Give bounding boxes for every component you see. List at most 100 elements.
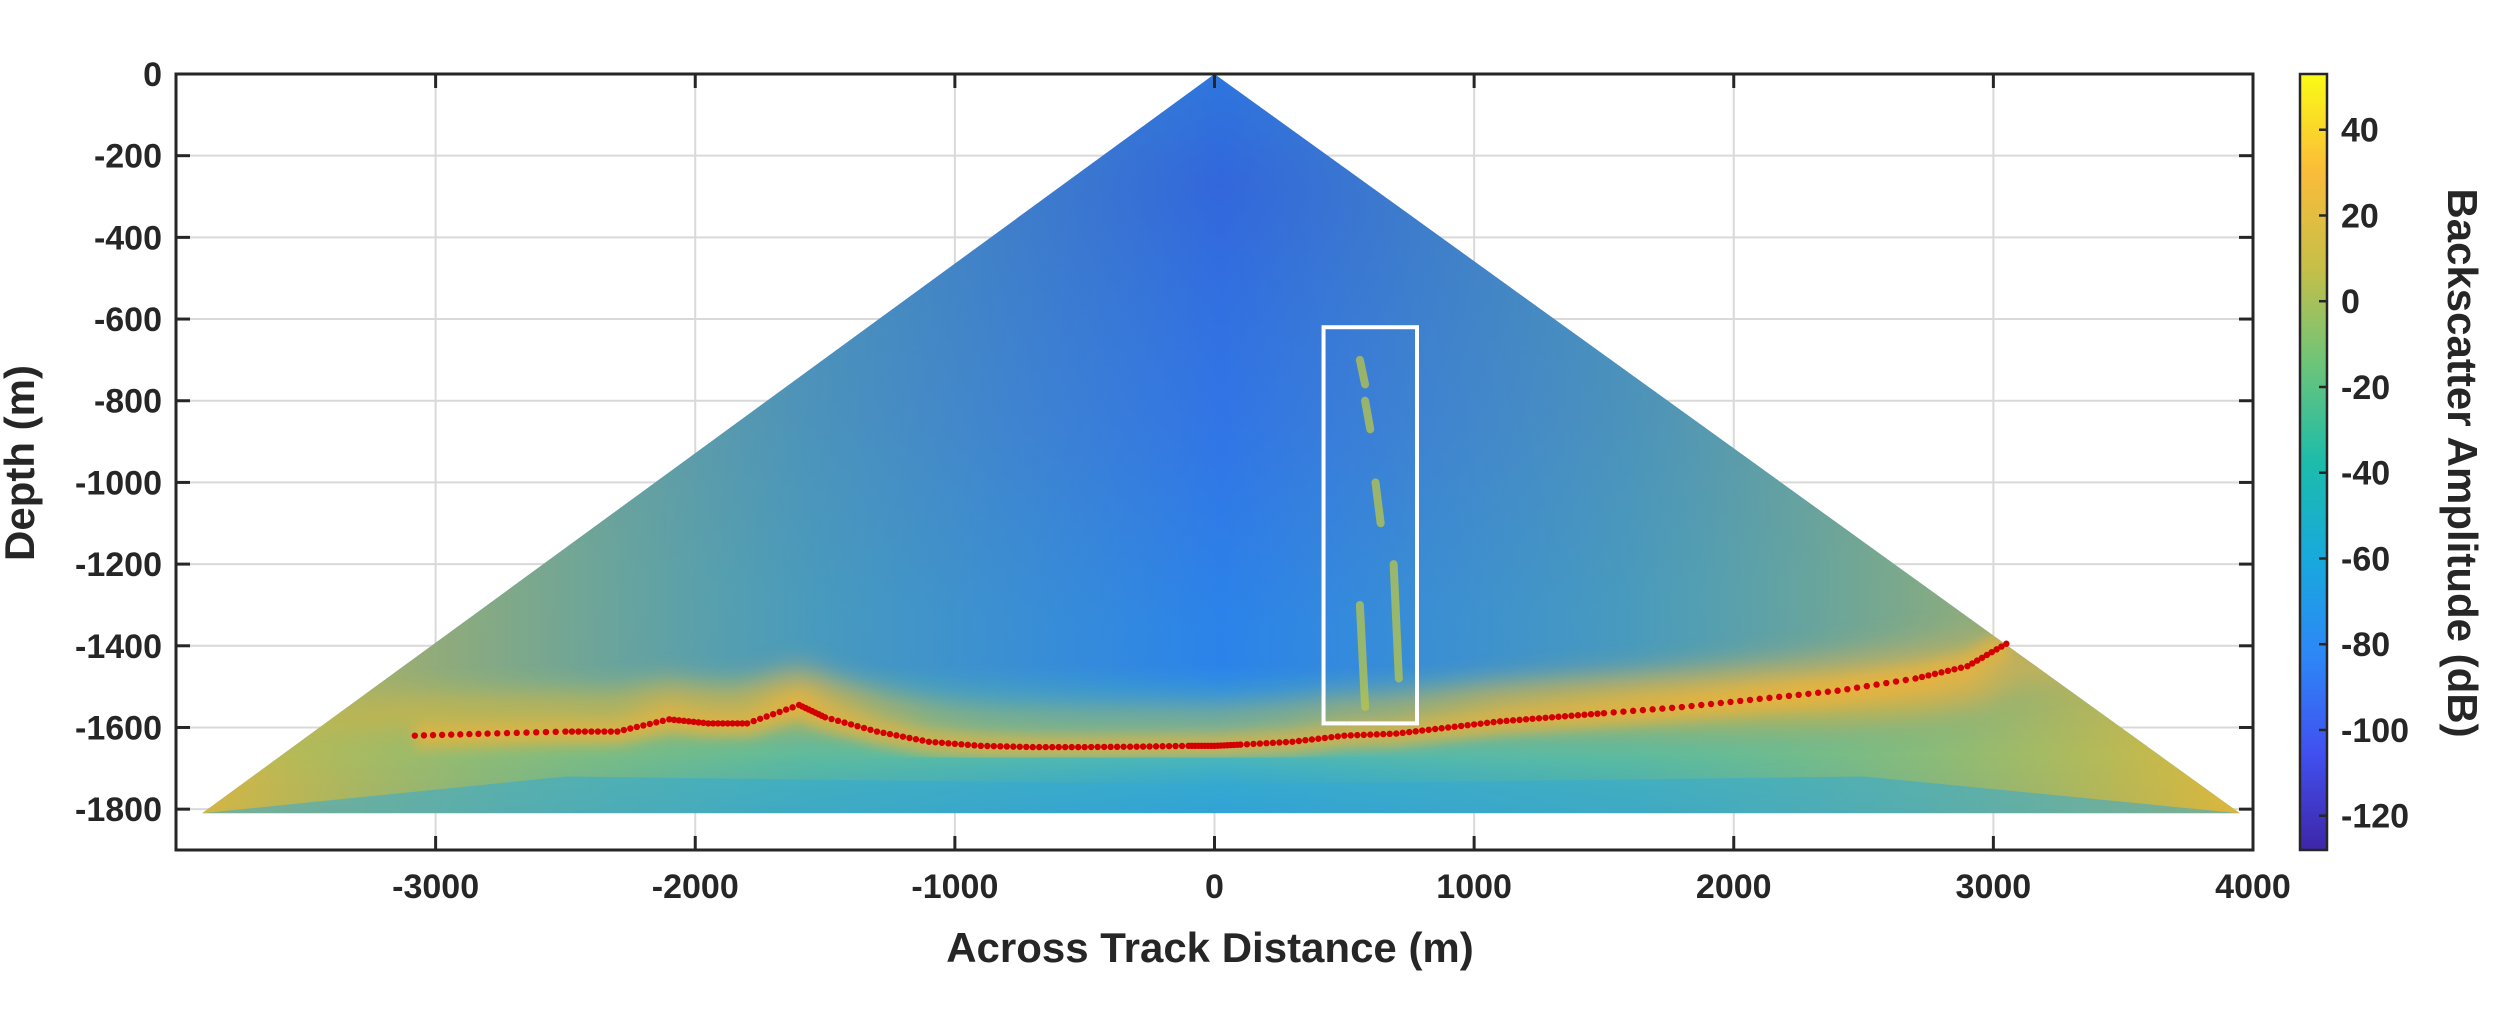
seafloor-pick-point	[1957, 664, 1965, 671]
seafloor-pick-point	[646, 720, 654, 728]
seafloor-pick-point	[958, 741, 965, 748]
seafloor-pick-point	[1983, 651, 1991, 659]
seafloor-pick-point	[1334, 733, 1342, 740]
seafloor-pick-point	[789, 704, 796, 711]
seafloor-pick-point	[1412, 728, 1419, 735]
plume-streak	[1361, 396, 1375, 434]
seafloor-pick-point	[945, 740, 952, 747]
seafloor-pick-point	[700, 719, 707, 727]
seafloor-pick-point	[1516, 716, 1523, 724]
seafloor-pick-point	[1347, 732, 1355, 739]
seafloor-pick-point	[1113, 743, 1121, 751]
colorbar-tick-label: -40	[2341, 455, 2390, 493]
seafloor-pick-point	[670, 716, 678, 724]
seafloor-pick-point	[607, 728, 615, 735]
seafloor-pick-point	[1133, 743, 1140, 750]
seafloor-pick-point	[1360, 731, 1367, 739]
seafloor-pick-point	[1457, 722, 1465, 730]
seafloor-pick-point	[533, 729, 540, 736]
seafloor-pick-point	[1785, 692, 1793, 700]
seafloor-pick-point	[925, 738, 933, 745]
seafloor-pick-point	[873, 728, 881, 735]
seafloor-pick-point	[1998, 643, 2005, 650]
seafloor-pick-point	[601, 728, 608, 735]
seafloor-pick-point	[1152, 743, 1160, 750]
seafloor-pick-point	[1756, 695, 1763, 703]
seafloor-pick-point	[633, 723, 641, 731]
y-tick-label: -1000	[75, 464, 162, 502]
seafloor-pick-line	[411, 640, 2010, 751]
seafloor-pick-point	[420, 732, 428, 739]
seafloor-pick-point	[1727, 698, 1734, 706]
colorbar-tick-label: 0	[2341, 283, 2360, 321]
seafloor-pick-point	[1688, 702, 1695, 710]
seafloor-pick-point	[1399, 729, 1406, 737]
seafloor-pick-point	[1302, 737, 1309, 744]
seafloor-pick-point	[714, 720, 722, 727]
seafloor-pick-point	[997, 743, 1004, 750]
seafloor-pick-point	[1542, 714, 1549, 721]
seafloor-pick-point	[1824, 688, 1832, 695]
seafloor-pick-point	[1367, 731, 1374, 738]
seafloor-pick-point	[1737, 697, 1744, 705]
seafloor-pick-point	[685, 718, 692, 725]
x-tick-label: 3000	[1956, 868, 2032, 906]
seafloor-pick-point	[581, 728, 589, 735]
seafloor-pick-point	[867, 726, 874, 733]
seafloor-pick-point	[568, 728, 576, 735]
seafloor-pick-point	[1425, 726, 1432, 733]
seafloor-pick-point	[640, 722, 647, 729]
seafloor-pick-point	[1315, 735, 1322, 742]
seafloor-pick-point	[1256, 740, 1264, 747]
plume-streak	[1355, 355, 1370, 389]
backscatter-fan	[201, 74, 2241, 814]
seafloor-pick-point	[666, 716, 673, 723]
seafloor-pick-point	[1126, 743, 1134, 750]
colorbar-tick-label: 40	[2341, 112, 2379, 150]
y-tick-label: -400	[94, 219, 162, 257]
seafloor-pick-point	[893, 732, 900, 739]
seafloor-pick-point	[1668, 704, 1676, 712]
fan-outer-beams	[201, 74, 2241, 814]
y-tick-label: -600	[94, 301, 162, 339]
seafloor-pick-point	[1373, 731, 1380, 738]
seafloor-pick-point	[1496, 718, 1504, 725]
seafloor-pick-point	[1146, 743, 1153, 750]
seafloor-pick-point	[1969, 660, 1976, 667]
seafloor-pick-point	[653, 719, 660, 726]
seafloor-pick-point	[1844, 685, 1851, 693]
colorbar-tick-label: -80	[2341, 626, 2390, 664]
y-tick-label: -1200	[75, 546, 162, 584]
seafloor-pick-point	[1649, 706, 1656, 713]
seafloor-pick-point	[620, 726, 628, 734]
seafloor-pick-point	[1594, 710, 1601, 717]
seafloor-pick-point	[1431, 725, 1439, 733]
seafloor-pick-point	[906, 734, 913, 742]
y-tick-label: -1600	[75, 709, 162, 747]
seafloor-pick-point	[1451, 723, 1458, 730]
seafloor-pick-point	[695, 719, 702, 726]
seafloor-pick-point	[1120, 743, 1127, 750]
seafloor-pick-point	[1289, 738, 1296, 745]
seafloor-pick-point	[763, 713, 770, 720]
seafloor-pick-point	[1406, 728, 1413, 736]
seafloor-pick-point	[990, 742, 998, 750]
seafloor-pick-point	[1094, 743, 1101, 751]
seafloor-pick-point	[1165, 742, 1173, 750]
seafloor-pick-point	[828, 715, 835, 723]
seafloor-pick-point	[1029, 743, 1036, 751]
seafloor-pick-point	[1503, 717, 1510, 725]
seafloor-pick-point	[594, 728, 602, 735]
colorbar-gradient	[2298, 72, 2329, 852]
x-tick-label: 0	[1205, 868, 1224, 906]
colorbar-tick-label: -120	[2341, 798, 2409, 836]
seafloor-pick-point	[1873, 681, 1880, 688]
y-tick-label: -1400	[75, 628, 162, 666]
seafloor-pick-point	[1509, 717, 1517, 724]
seafloor-pick-point	[847, 721, 855, 728]
seafloor-pick-point	[627, 725, 634, 732]
seafloor-pick-point	[880, 729, 887, 737]
seafloor-pick-point	[971, 742, 978, 749]
seafloor-pick-point	[964, 741, 972, 749]
